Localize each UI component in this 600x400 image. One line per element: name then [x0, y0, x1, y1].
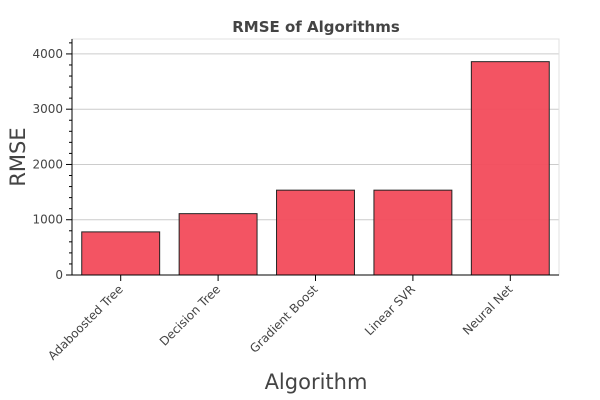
bars [81, 61, 550, 276]
bar-2 [276, 189, 355, 276]
x-axis-label: Algorithm [265, 370, 368, 394]
bar-3 [373, 189, 453, 276]
x-tick-label-0: Adaboosted Tree [45, 282, 126, 363]
y-tick-label-0: 0 [55, 268, 63, 282]
bar-4 [470, 61, 550, 276]
x-tick-label-1: Decision Tree [157, 282, 223, 348]
y-ticks: 0 1000 2000 3000 4000 [32, 42, 72, 282]
x-ticks: Adaboosted Tree Decision Tree Gradient Boo… [45, 275, 516, 363]
x-tick-label-2: Gradient Boost [247, 282, 321, 356]
chart-title: RMSE of Algorithms [232, 18, 400, 36]
bar-1 [178, 213, 258, 276]
bar-0 [81, 231, 161, 276]
x-tick-label-3: Linear SVR [362, 282, 418, 338]
y-tick-label-1: 1000 [32, 213, 63, 227]
y-tick-label-2: 2000 [32, 157, 63, 171]
x-tick-label-4: Neural Net [460, 282, 516, 338]
y-tick-label-4: 4000 [32, 47, 63, 61]
y-tick-label-3: 3000 [32, 102, 63, 116]
y-axis-label: RMSE [6, 127, 30, 186]
